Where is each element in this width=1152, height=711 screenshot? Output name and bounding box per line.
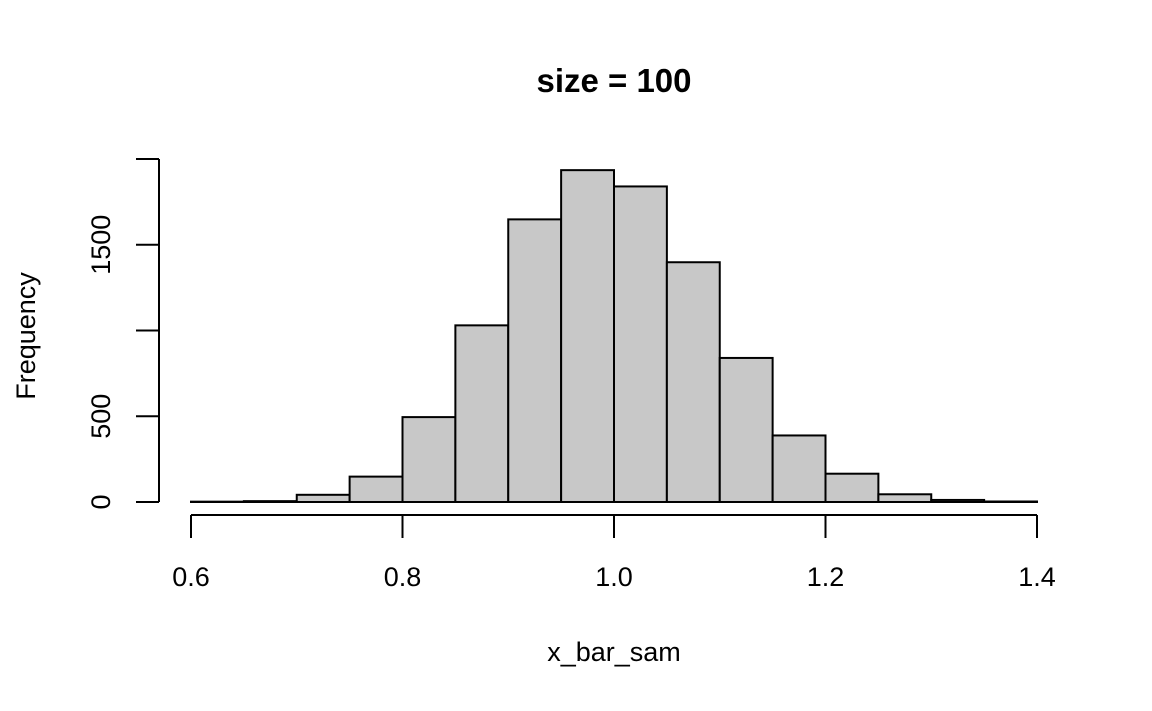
x-tick-label: 1.2 <box>807 562 845 592</box>
chart-title: size = 100 <box>536 62 691 99</box>
histogram-bar <box>824 472 880 504</box>
y-axis: 0 500 1500 <box>86 158 160 510</box>
histogram-bar <box>930 498 986 503</box>
histogram-bar <box>295 493 351 503</box>
histogram-bar <box>401 416 457 504</box>
histogram-bar <box>983 500 1038 504</box>
y-tick-label: 500 <box>86 394 116 439</box>
y-axis-title: Frequency <box>11 272 41 400</box>
histogram-bar <box>454 324 510 504</box>
histogram-bar <box>507 218 563 503</box>
histogram-bar <box>348 475 404 504</box>
histogram-bar <box>613 185 668 503</box>
histogram-bar <box>718 356 774 503</box>
y-tick-label: 1500 <box>86 215 116 275</box>
x-tick-label: 1.4 <box>1018 562 1056 592</box>
x-axis: 0.6 0.8 1.0 1.2 1.4 <box>172 514 1056 592</box>
y-tick-label: 0 <box>86 494 116 509</box>
histogram-bar <box>877 493 933 504</box>
histogram-bar <box>665 261 721 504</box>
histogram-bar <box>242 500 298 503</box>
x-axis-title: x_bar_sam <box>547 637 681 667</box>
histogram-bar <box>771 434 827 504</box>
bars-group <box>190 169 1038 504</box>
histogram-bar <box>560 169 615 504</box>
x-tick-label: 0.6 <box>172 562 210 592</box>
x-tick-label: 1.0 <box>595 562 633 592</box>
x-tick-label: 0.8 <box>384 562 422 592</box>
